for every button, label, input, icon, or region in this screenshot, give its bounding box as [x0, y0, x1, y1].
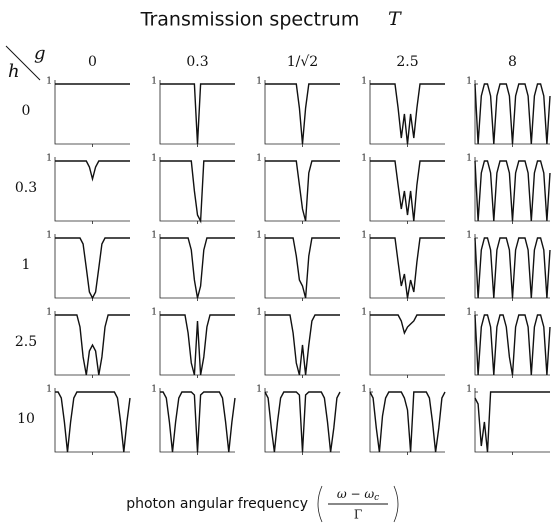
axes — [159, 157, 235, 222]
transmission-curve — [370, 237, 445, 299]
y-tick-label: 1 — [151, 385, 157, 395]
transmission-curve — [265, 83, 340, 145]
y-tick-label: 1 — [361, 231, 367, 241]
transmission-curve — [370, 314, 445, 335]
transmission-curve — [474, 237, 551, 299]
y-tick-label: 1 — [256, 308, 262, 318]
axes — [474, 311, 550, 376]
axes — [159, 234, 235, 299]
axes — [54, 388, 130, 453]
column-label: 0 — [88, 54, 97, 70]
y-tick-label: 1 — [361, 385, 367, 395]
transmission-curve — [265, 314, 340, 376]
axes — [369, 157, 445, 222]
transmission-curve — [265, 237, 340, 299]
row-label: 2.5 — [15, 334, 37, 350]
column-label: 2.5 — [396, 54, 418, 70]
x-label: photon angular frequency — [126, 496, 308, 512]
y-tick-label: 1 — [466, 77, 472, 87]
y-tick-label: 1 — [466, 154, 472, 164]
row-label: 1 — [22, 257, 31, 273]
y-tick-label: 1 — [151, 154, 157, 164]
transmission-curve — [55, 391, 131, 453]
axes — [159, 311, 235, 376]
transmission-curve — [160, 237, 235, 299]
y-tick-label: 1 — [466, 308, 472, 318]
y-tick-label: 1 — [361, 154, 367, 164]
y-tick-label: 1 — [46, 308, 52, 318]
y-tick-label: 1 — [466, 385, 472, 395]
y-tick-label: 1 — [256, 77, 262, 87]
transmission-curve — [370, 83, 445, 145]
axes — [264, 80, 340, 145]
y-tick-label: 1 — [46, 385, 52, 395]
transmission-curve — [160, 160, 235, 224]
transmission-curve — [474, 83, 551, 145]
y-tick-label: 1 — [151, 308, 157, 318]
row-label: 0 — [22, 103, 31, 119]
column-label: 0.3 — [186, 54, 208, 70]
axes — [369, 388, 445, 453]
transmission-curve — [264, 391, 341, 453]
title: Transmission spectrum — [140, 9, 360, 31]
col-header: g — [34, 43, 46, 64]
y-tick-label: 1 — [46, 77, 52, 87]
y-tick-label: 1 — [46, 154, 52, 164]
transmission-curve — [369, 391, 446, 453]
column-label: 8 — [508, 54, 517, 70]
y-tick-label: 1 — [256, 231, 262, 241]
transmission-curve — [474, 391, 550, 453]
transmission-curve — [160, 83, 235, 145]
axes — [474, 388, 550, 453]
transmission-curve — [55, 237, 130, 300]
axes — [474, 234, 550, 299]
row-header: h — [8, 61, 20, 82]
transmission-curve — [160, 314, 235, 376]
transmission-curve — [55, 160, 130, 182]
y-tick-label: 1 — [256, 154, 262, 164]
formula-denominator: Γ — [354, 508, 362, 522]
transmission-curve — [474, 160, 551, 222]
axes — [54, 234, 130, 299]
header-divider — [5, 45, 41, 81]
formula-numerator: ω − ωc — [337, 487, 379, 503]
y-tick-label: 1 — [361, 77, 367, 87]
y-tick-label: 1 — [46, 231, 52, 241]
axes — [474, 157, 550, 222]
axes — [264, 157, 340, 222]
row-label: 10 — [17, 411, 35, 427]
parentheses — [317, 485, 399, 523]
y-tick-label: 1 — [466, 231, 472, 241]
axes — [369, 234, 445, 299]
axes — [159, 388, 235, 453]
y-tick-label: 1 — [256, 385, 262, 395]
column-label: 1/√2 — [287, 54, 318, 70]
axes — [369, 311, 445, 376]
y-tick-label: 1 — [361, 308, 367, 318]
axes — [474, 80, 550, 145]
transmission-curve — [370, 160, 445, 222]
transmission-curve — [160, 391, 236, 453]
transmission-curve — [474, 314, 551, 376]
title-symbol: T — [388, 8, 402, 30]
axes — [159, 80, 235, 145]
axes — [264, 234, 340, 299]
axes — [54, 80, 130, 145]
y-tick-label: 1 — [151, 77, 157, 87]
axes — [54, 157, 130, 222]
axes — [264, 388, 340, 453]
transmission-curve — [55, 314, 130, 376]
axes — [54, 311, 130, 376]
row-label: 0.3 — [15, 180, 37, 196]
transmission-curve — [265, 160, 340, 222]
axes — [369, 80, 445, 145]
y-tick-label: 1 — [151, 231, 157, 241]
axes — [264, 311, 340, 376]
